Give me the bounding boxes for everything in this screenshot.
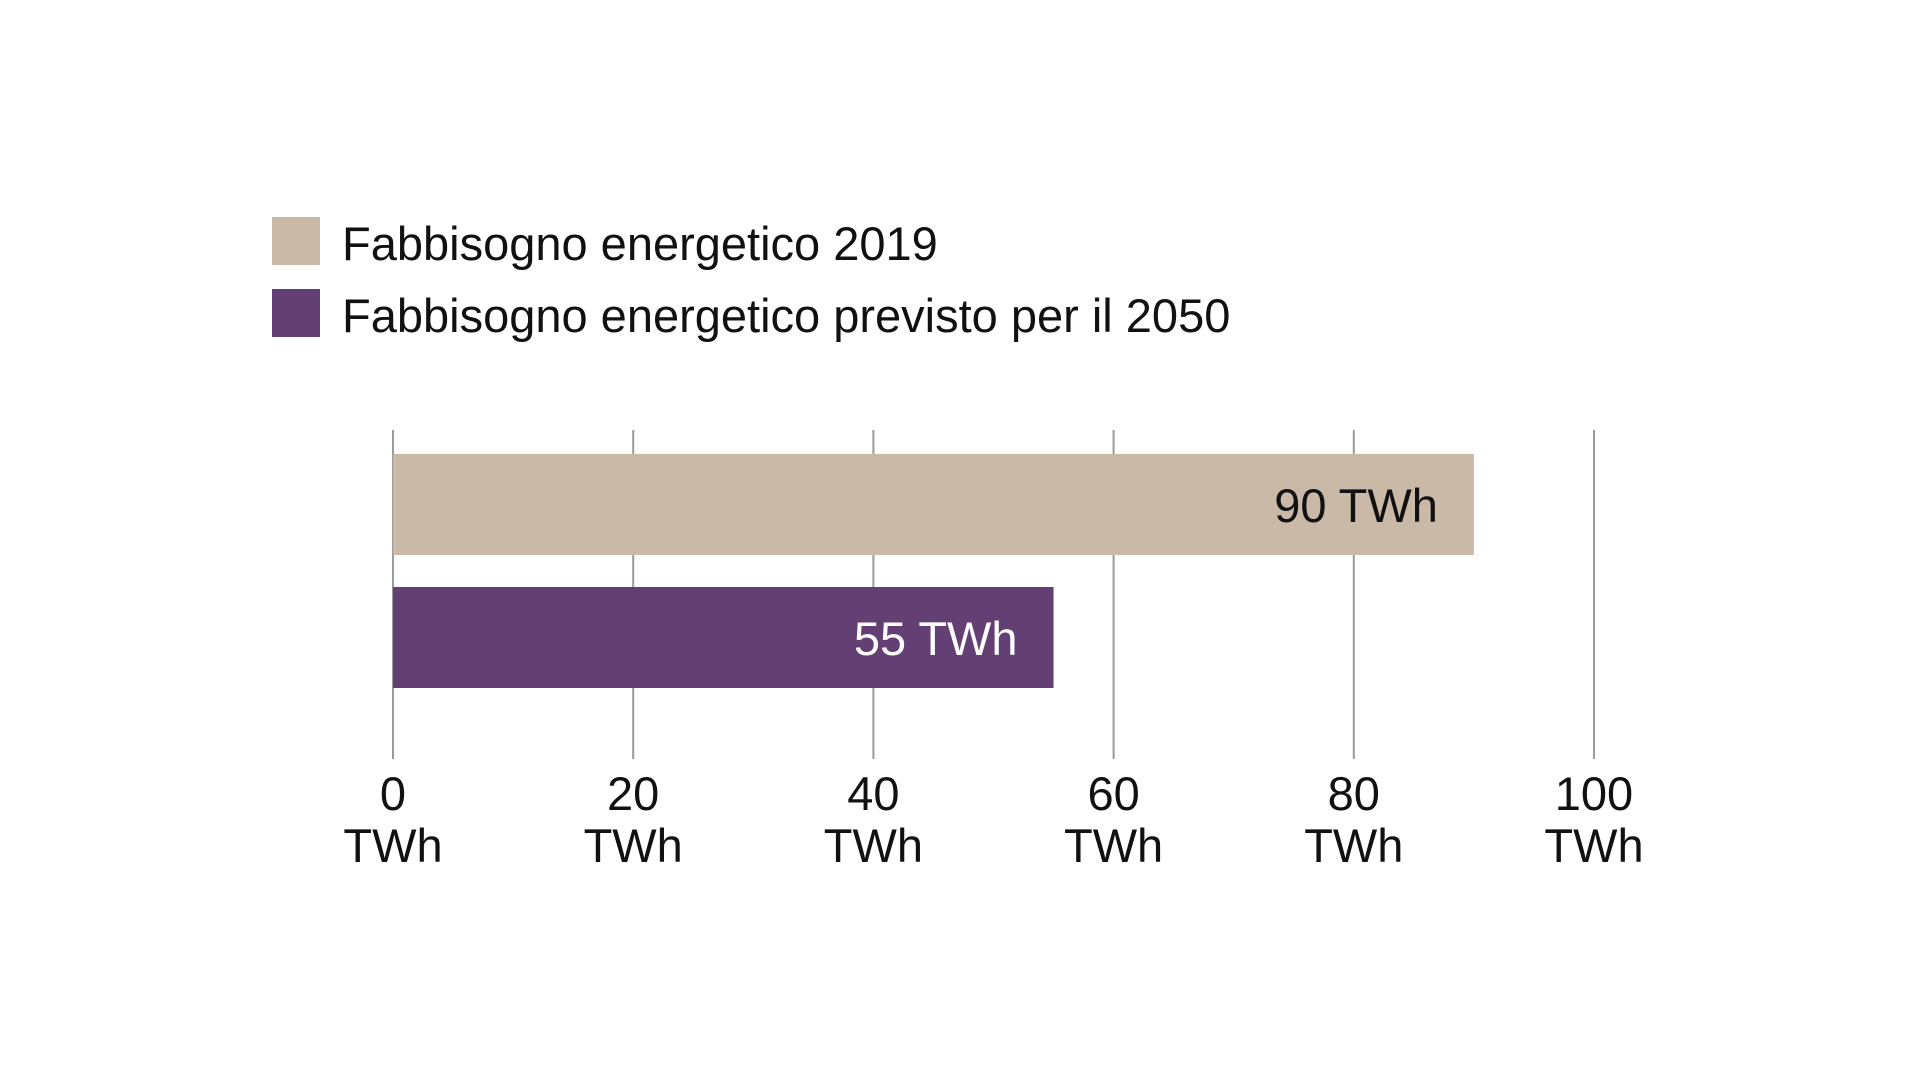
bar-0 <box>393 454 1474 555</box>
tick-unit-0: TWh <box>343 819 442 872</box>
tick-label-20: 20 <box>607 767 659 820</box>
tick-label-40: 40 <box>847 767 899 820</box>
legend-swatch-1 <box>272 289 320 337</box>
tick-unit-20: TWh <box>584 819 683 872</box>
tick-label-80: 80 <box>1328 767 1380 820</box>
tick-unit-80: TWh <box>1304 819 1403 872</box>
bar-value-label-1: 55 TWh <box>854 612 1018 665</box>
legend-label-0: Fabbisogno energetico 2019 <box>342 217 938 270</box>
legend-label-1: Fabbisogno energetico previsto per il 20… <box>342 289 1230 342</box>
legend-swatch-0 <box>272 217 320 265</box>
tick-unit-40: TWh <box>824 819 923 872</box>
tick-unit-60: TWh <box>1064 819 1163 872</box>
bars: 90 TWh 55 TWh <box>393 454 1474 688</box>
legend: Fabbisogno energetico 2019 Fabbisogno ene… <box>272 217 1230 342</box>
bar-value-label-0: 90 TWh <box>1274 479 1438 532</box>
tick-unit-100: TWh <box>1544 819 1643 872</box>
tick-label-0: 0 <box>380 767 406 820</box>
bar-1 <box>393 587 1054 688</box>
tick-label-100: 100 <box>1555 767 1633 820</box>
tick-label-60: 60 <box>1087 767 1139 820</box>
